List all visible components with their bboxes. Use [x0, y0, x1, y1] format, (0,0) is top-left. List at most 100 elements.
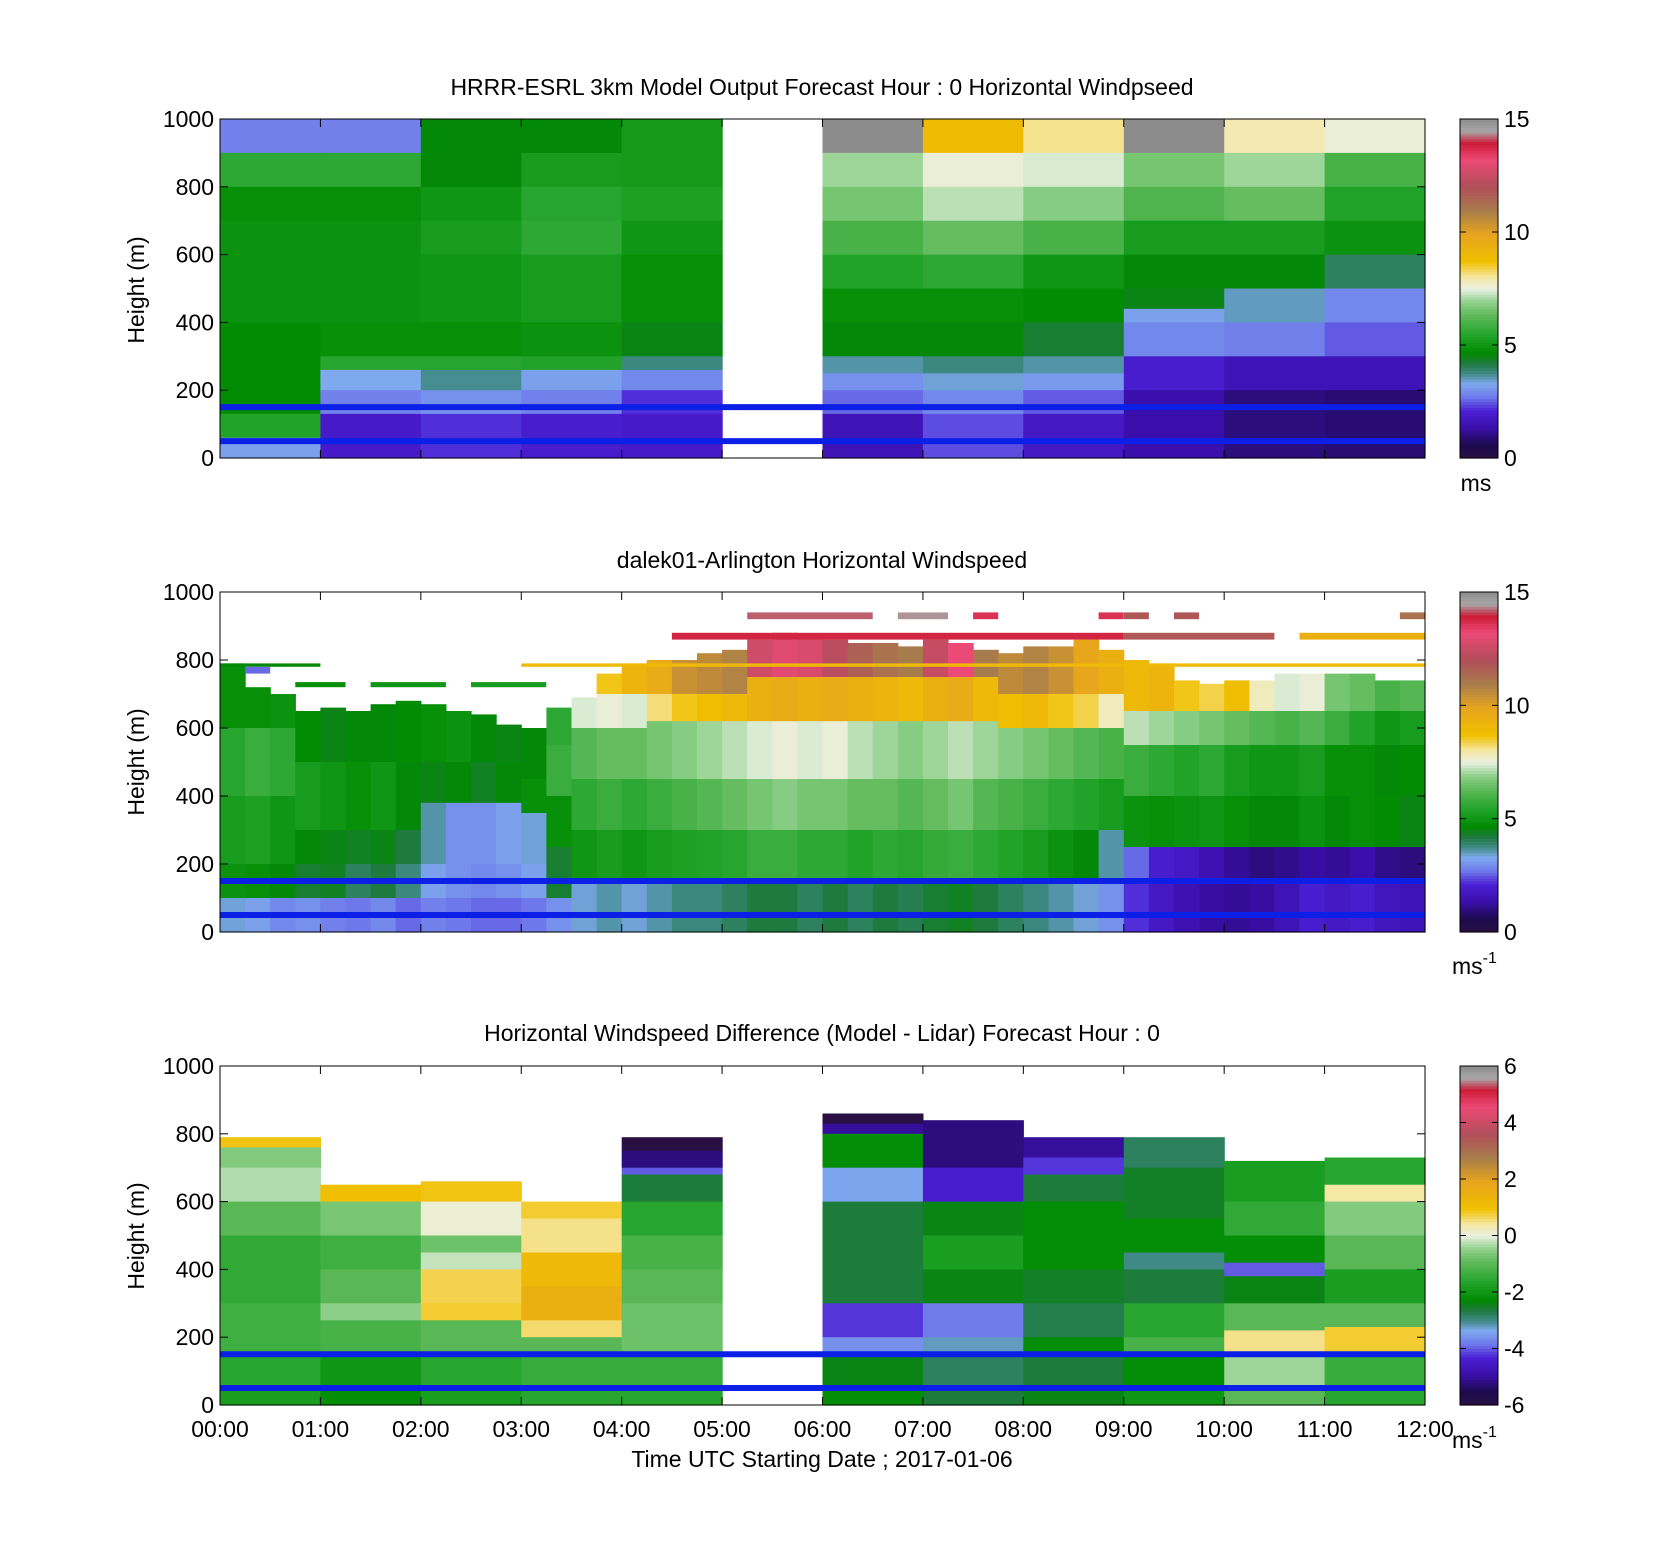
panel-lidar-cell — [621, 663, 648, 695]
panel-lidar-cell — [1098, 728, 1125, 780]
panel-lidar-cell — [345, 711, 372, 763]
panel-model-colorbar-swatch — [1460, 418, 1498, 422]
panel-difference-colorbar-swatch — [1460, 1258, 1498, 1262]
panel-lidar-cell — [1073, 779, 1100, 831]
panel-lidar-cell — [1249, 881, 1275, 933]
panel-model-colorbar-swatch — [1460, 325, 1498, 329]
panel-model-colorbar-tick-label: 5 — [1504, 332, 1517, 358]
panel-lidar-colorbar-swatch — [1460, 773, 1498, 777]
panel-lidar-colorbar-swatch — [1460, 685, 1498, 689]
panel-lidar-cell — [1299, 881, 1326, 933]
panel-lidar-y-tick-label: 1000 — [163, 579, 214, 605]
panel-lidar-cell — [1349, 711, 1376, 746]
panel-difference-cell — [1023, 1137, 1125, 1159]
panel-lidar-cell — [420, 704, 447, 763]
panel-model-colorbar-swatch — [1460, 432, 1498, 436]
panel-lidar-colorbar-swatch — [1460, 651, 1498, 655]
panel-lidar-plot-area[interactable] — [220, 612, 1426, 933]
panel-difference-cell — [621, 1235, 723, 1270]
panel-model-colorbar-frame — [1459, 118, 1499, 459]
panel-lidar-colorbar-swatch — [1460, 796, 1498, 800]
panel-difference-colorbar-swatch — [1460, 1289, 1498, 1293]
panel-model-colorbar-swatch — [1460, 359, 1498, 363]
panel-difference-cell — [521, 1252, 623, 1287]
panel-difference-cell — [1224, 1262, 1326, 1277]
panel-model-cell — [420, 322, 522, 357]
panel-lidar-cell — [847, 881, 874, 933]
panel-model-colorbar-swatch — [1460, 144, 1498, 148]
panel-difference-cell — [521, 1337, 623, 1355]
panel-model-cell — [1224, 119, 1326, 154]
panel-difference-colorbar-swatch — [1460, 1320, 1498, 1324]
panel-difference-colorbar-swatch — [1460, 1255, 1498, 1259]
panel-difference-cell — [1324, 1388, 1426, 1406]
panel-lidar-colorbar: 0 5 10 15 — [1459, 579, 1530, 945]
panel-lidar-cell — [370, 704, 397, 763]
panel-lidar-cell — [1374, 847, 1401, 882]
panel-lidar-cell — [872, 643, 899, 678]
panel-lidar-colorbar-swatch — [1460, 665, 1498, 670]
panel-lidar-cell — [671, 694, 698, 722]
panel-difference-cell — [220, 1147, 321, 1169]
panel-model-colorbar-swatch — [1460, 271, 1498, 275]
panel-difference-cell — [1123, 1354, 1225, 1389]
panel-difference-cell — [922, 1235, 1024, 1270]
panel-lidar-cell — [1148, 745, 1175, 797]
panel-difference-x-tick-label: 09:00 — [1095, 1416, 1153, 1442]
panel-lidar-cell — [270, 796, 296, 865]
panel-difference-cell — [521, 1218, 623, 1253]
panel-lidar-title: dalek01-Arlington Horizontal Windspeed — [617, 547, 1027, 573]
panel-model-colorbar-swatch — [1460, 452, 1498, 456]
panel-difference-cell — [521, 1388, 623, 1406]
panel-lidar-y-tick-label: 600 — [176, 715, 214, 741]
panel-difference-plot-area[interactable] — [220, 1113, 1426, 1406]
panel-lidar-cell — [897, 881, 924, 933]
panel-model-cell — [1023, 152, 1125, 188]
panel-lidar-cell — [596, 779, 623, 831]
panel-model-cell — [420, 220, 522, 256]
panel-model-plot-area[interactable] — [220, 119, 1426, 459]
panel-lidar-colorbar-swatch — [1460, 713, 1498, 718]
panel-lidar-cell — [220, 663, 246, 729]
panel-lidar-cell — [797, 721, 824, 780]
panel-model-colorbar-swatch — [1460, 232, 1498, 236]
panel-difference-colorbar-swatch — [1460, 1091, 1498, 1095]
panel-difference-cell — [922, 1354, 1024, 1389]
panel-lidar-cell — [998, 728, 1024, 780]
panel-lidar-colorbar-swatch — [1460, 923, 1498, 927]
panel-lidar-cell — [1399, 745, 1426, 797]
panel-difference-colorbar-swatch — [1460, 1297, 1498, 1302]
panel-model-cell — [320, 413, 422, 459]
panel-lidar-cell — [998, 830, 1024, 882]
panel-lidar-cell — [1274, 673, 1301, 712]
panel-model-colorbar-swatch — [1460, 345, 1498, 349]
panel-lidar-cell — [295, 682, 346, 688]
panel-model-cell — [220, 254, 321, 323]
panel-lidar-cell — [471, 802, 497, 865]
panel-difference-colorbar-swatch — [1460, 1094, 1498, 1098]
panel-lidar-colorbar-swatch — [1460, 609, 1498, 613]
panel-model-colorbar-swatch — [1460, 215, 1498, 219]
panel-difference-cell — [1224, 1160, 1326, 1203]
panel-difference-colorbar-swatch — [1460, 1102, 1498, 1107]
panel-lidar-cell — [671, 632, 1124, 640]
panel-lidar-colorbar-swatch — [1460, 753, 1498, 757]
panel-lidar-reference-lines — [220, 878, 1425, 918]
panel-model-cell — [1023, 254, 1125, 290]
panel-lidar-cell — [1249, 680, 1275, 712]
panel-lidar-colorbar-swatch — [1460, 677, 1498, 681]
panel-lidar-cell — [697, 830, 723, 882]
panel-lidar-colorbar-swatch — [1460, 784, 1498, 789]
panel-difference-cell — [1324, 1157, 1426, 1186]
panel-lidar-cell — [1098, 830, 1125, 882]
panel-lidar-cell — [822, 721, 849, 780]
panel-model-colorbar-swatch — [1460, 342, 1498, 346]
panel-difference-colorbar-swatch — [1460, 1232, 1498, 1237]
panel-lidar-cell — [1073, 728, 1100, 780]
panel-lidar-cell — [1274, 711, 1301, 746]
panel-lidar-colorbar-swatch — [1460, 929, 1498, 933]
panel-lidar-colorbar-swatch — [1460, 716, 1498, 721]
panel-model-colorbar-swatch — [1460, 426, 1498, 431]
panel-model-colorbar-swatch — [1460, 395, 1498, 400]
panel-lidar-colorbar-swatch — [1460, 597, 1498, 602]
